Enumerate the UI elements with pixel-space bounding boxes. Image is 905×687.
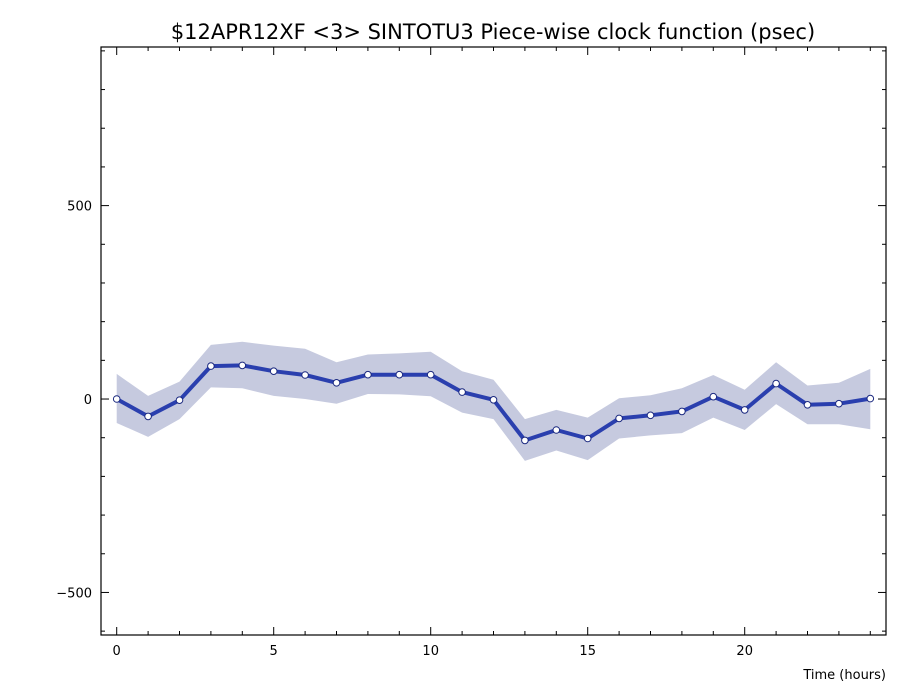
data-point bbox=[112, 395, 121, 403]
data-point bbox=[426, 370, 435, 379]
data-point bbox=[678, 407, 686, 416]
data-point bbox=[521, 436, 529, 445]
chart-title: $12APR12XF <3> SINTOTU3 Piece-wise clock… bbox=[171, 20, 815, 44]
y-tick-label: 0 bbox=[84, 393, 92, 408]
data-point bbox=[552, 426, 561, 434]
data-point-layer bbox=[112, 361, 875, 445]
data-point bbox=[646, 411, 655, 420]
data-point bbox=[803, 401, 812, 409]
data-point bbox=[583, 434, 592, 443]
data-point bbox=[332, 379, 341, 387]
x-tick-label: 15 bbox=[579, 644, 596, 659]
data-point bbox=[458, 388, 466, 396]
x-tick-label: 20 bbox=[736, 644, 753, 659]
data-point bbox=[866, 394, 875, 403]
axis-tick-labels: 0 5 10 15 20 −500 0 500 bbox=[56, 200, 753, 659]
data-point bbox=[489, 396, 498, 404]
data-point bbox=[772, 379, 780, 388]
x-axis-label: Time (hours) bbox=[802, 668, 886, 683]
data-point bbox=[709, 392, 718, 401]
data-point bbox=[238, 361, 247, 370]
y-tick-label: −500 bbox=[56, 586, 92, 601]
y-tick-label: 500 bbox=[67, 200, 92, 215]
data-point bbox=[395, 370, 404, 379]
x-tick-label: 5 bbox=[270, 644, 278, 659]
axis-ticks bbox=[101, 47, 886, 635]
data-point bbox=[364, 370, 372, 379]
plot-frame bbox=[100, 46, 887, 636]
data-point bbox=[175, 396, 184, 405]
data-point bbox=[835, 399, 843, 408]
data-point bbox=[615, 414, 623, 423]
x-tick-label: 0 bbox=[113, 644, 121, 659]
data-point bbox=[207, 362, 215, 370]
data-point bbox=[301, 371, 309, 379]
x-tick-label: 10 bbox=[422, 644, 439, 659]
data-point bbox=[740, 406, 749, 414]
data-point bbox=[144, 412, 152, 421]
data-point bbox=[269, 367, 278, 376]
